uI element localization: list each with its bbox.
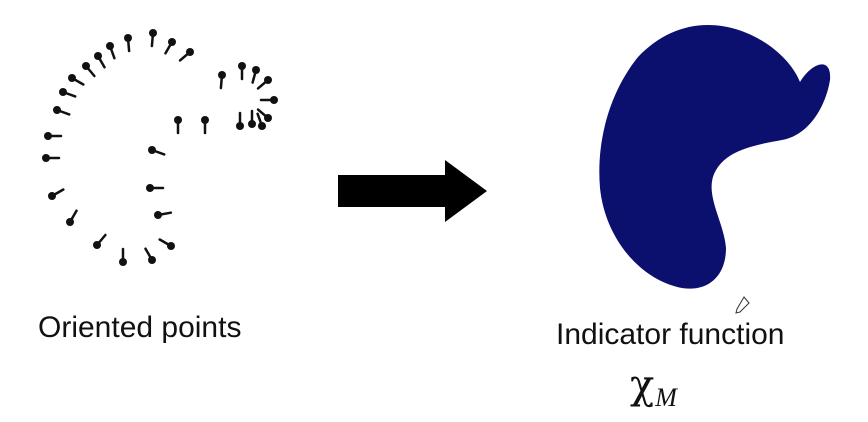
point-dot [48, 192, 56, 200]
oriented-point [59, 88, 77, 98]
oriented-point [149, 29, 157, 48]
point-dot [42, 154, 50, 162]
point-dot [146, 184, 154, 192]
oriented-point [44, 132, 63, 140]
oriented-point [148, 146, 166, 156]
oriented-point [174, 116, 182, 135]
point-dot [174, 116, 182, 124]
point-dot [154, 211, 162, 219]
oriented-point [42, 154, 61, 162]
point-dot [94, 52, 102, 60]
point-dot [201, 116, 209, 124]
point-dot [258, 122, 266, 130]
point-dot [264, 114, 272, 122]
oriented-point [248, 109, 256, 128]
oriented-point [146, 184, 165, 192]
point-dot [252, 66, 260, 74]
oriented-point [236, 111, 244, 130]
point-dot [148, 256, 156, 264]
point-dot [149, 29, 157, 37]
point-dot [68, 74, 76, 82]
oriented-point [48, 188, 65, 200]
oriented-point [68, 74, 85, 86]
point-dot [124, 34, 132, 42]
oriented-points-caption: Oriented points [38, 311, 242, 344]
oriented-point [106, 42, 116, 60]
oriented-point [66, 209, 78, 226]
oriented-point [94, 52, 106, 69]
point-dot [167, 242, 175, 250]
oriented-point [238, 62, 246, 81]
oriented-point [53, 106, 71, 116]
oriented-point [154, 211, 173, 219]
oriented-point [251, 66, 260, 84]
indicator-shape [599, 25, 831, 289]
indicator-symbol: χM [630, 362, 677, 411]
oriented-point [82, 62, 96, 78]
point-dot [59, 88, 67, 96]
oriented-point [178, 48, 194, 62]
oriented-point [144, 247, 156, 264]
point-dot [119, 258, 127, 266]
transform-arrow [338, 160, 487, 222]
point-dot [106, 42, 114, 50]
point-dot [270, 96, 278, 104]
pen-cursor-icon [735, 296, 750, 314]
oriented-point [119, 247, 127, 266]
point-dot [82, 62, 90, 70]
oriented-point [259, 96, 278, 104]
point-dot [238, 62, 246, 70]
oriented-point [218, 71, 226, 90]
indicator-function-caption: Indicator function [556, 318, 785, 351]
oriented-point [256, 76, 272, 90]
point-dot [248, 120, 256, 128]
oriented-point [256, 112, 266, 130]
point-dot [148, 146, 156, 154]
oriented-point [201, 116, 209, 135]
oriented-point [124, 34, 132, 53]
chi-letter: χ [630, 362, 655, 408]
point-dot [53, 106, 61, 114]
chi-subscript: M [655, 383, 677, 412]
oriented-point [93, 233, 107, 249]
point-dot [66, 218, 74, 226]
point-dot [218, 71, 226, 79]
oriented-point [158, 238, 175, 250]
point-dot [44, 132, 52, 140]
oriented-point [164, 38, 176, 55]
point-dot [264, 76, 272, 84]
point-dot [93, 241, 101, 249]
oriented-points-group [42, 29, 278, 266]
point-dot [168, 38, 176, 46]
point-dot [236, 122, 244, 130]
point-dot [186, 48, 194, 56]
oriented-point [256, 108, 272, 122]
